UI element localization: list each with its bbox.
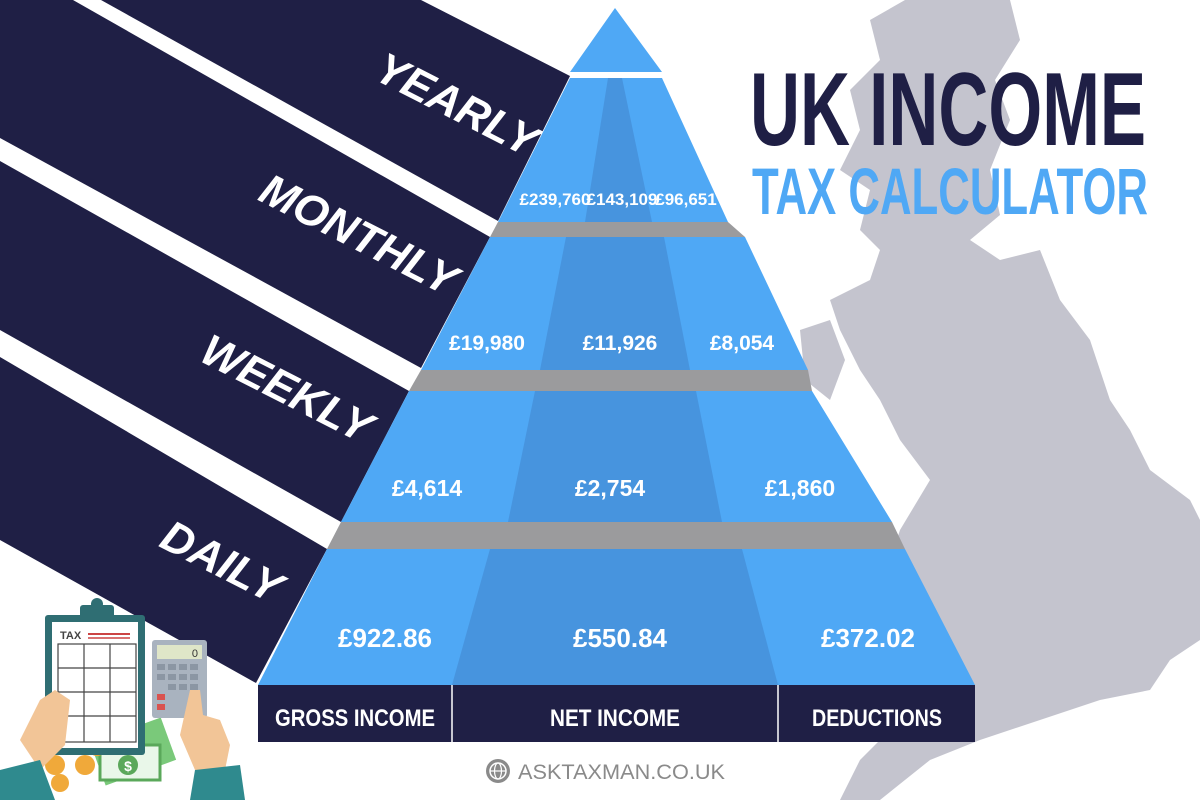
band-yearly bbox=[101, 0, 570, 221]
weekly-net: £2,754 bbox=[575, 475, 646, 501]
band-monthly bbox=[0, 0, 490, 368]
title-line2: TAX CALCULATOR bbox=[752, 154, 1148, 228]
pyramid-layer-monthly bbox=[421, 237, 808, 370]
footer-site-link[interactable]: ASKTAXMAN.CO.UK bbox=[518, 761, 725, 784]
column-label-net: NET INCOME bbox=[550, 705, 680, 732]
pyramid-slab bbox=[327, 522, 905, 549]
column-label-gross: GROSS INCOME bbox=[275, 705, 435, 732]
calculator-display: 0 bbox=[192, 648, 198, 660]
daily-gross: £922.86 bbox=[338, 623, 432, 653]
band-weekly bbox=[0, 161, 409, 522]
band-daily bbox=[0, 357, 327, 683]
weekly-deductions: £1,860 bbox=[765, 475, 835, 501]
daily-net: £550.84 bbox=[573, 623, 668, 653]
yearly-gross: £239,760 bbox=[520, 190, 591, 209]
pyramid-layer-weekly bbox=[341, 391, 892, 522]
column-label-bar bbox=[258, 685, 975, 742]
tax-illustration: $ TAX 0 bbox=[0, 598, 245, 800]
monthly-gross: £19,980 bbox=[449, 332, 525, 355]
ireland-map bbox=[800, 320, 845, 400]
clipboard-label: TAX bbox=[60, 630, 82, 642]
monthly-net: £11,926 bbox=[583, 332, 658, 355]
monthly-deductions: £8,054 bbox=[710, 332, 775, 355]
title-line1: UK INCOME bbox=[750, 52, 1146, 168]
hand-icon bbox=[0, 690, 245, 800]
yearly-net: £143,109 bbox=[587, 190, 658, 209]
column-label-deductions: DEDUCTIONS bbox=[812, 705, 942, 732]
weekly-gross: £4,614 bbox=[392, 475, 463, 501]
pyramid-slab bbox=[490, 222, 745, 237]
yearly-deductions: £96,651 bbox=[655, 190, 716, 209]
daily-deductions: £372.02 bbox=[821, 623, 915, 653]
pyramid-tip bbox=[570, 8, 662, 72]
globe-icon bbox=[486, 759, 510, 783]
pyramid-layer-daily bbox=[258, 549, 975, 685]
svg-text:$: $ bbox=[124, 758, 132, 774]
pyramid-slab bbox=[409, 370, 812, 391]
pyramid-layer-yearly bbox=[498, 78, 728, 222]
